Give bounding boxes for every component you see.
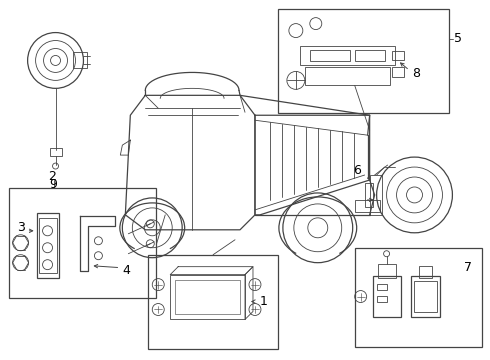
Bar xyxy=(355,248,482,347)
Bar xyxy=(9,188,156,298)
Bar xyxy=(369,175,382,215)
Bar xyxy=(300,45,394,66)
Bar xyxy=(355,50,385,62)
Bar xyxy=(278,9,449,113)
Text: 7: 7 xyxy=(465,261,472,274)
Bar xyxy=(175,280,240,315)
Bar xyxy=(377,284,387,289)
Text: 5: 5 xyxy=(454,32,463,45)
Bar xyxy=(148,255,278,349)
Bar xyxy=(49,148,62,156)
Bar xyxy=(74,53,87,68)
Bar xyxy=(411,276,441,318)
Text: 9: 9 xyxy=(49,179,57,192)
Bar xyxy=(378,264,395,278)
Bar xyxy=(355,200,380,212)
Bar xyxy=(372,276,400,318)
Bar xyxy=(37,213,58,278)
Bar xyxy=(418,266,433,278)
Bar xyxy=(39,218,56,273)
Text: 2: 2 xyxy=(49,170,56,183)
Bar xyxy=(365,183,372,207)
Text: 1: 1 xyxy=(260,295,268,308)
Bar xyxy=(377,296,387,302)
Bar xyxy=(310,50,350,62)
Bar xyxy=(392,50,404,60)
Bar xyxy=(170,275,245,319)
Text: 8: 8 xyxy=(413,67,420,80)
Bar xyxy=(305,67,390,85)
Text: 4: 4 xyxy=(122,264,130,277)
Text: 3: 3 xyxy=(17,221,24,234)
Text: 6: 6 xyxy=(353,163,361,176)
Bar xyxy=(414,280,438,312)
Bar xyxy=(392,67,404,77)
